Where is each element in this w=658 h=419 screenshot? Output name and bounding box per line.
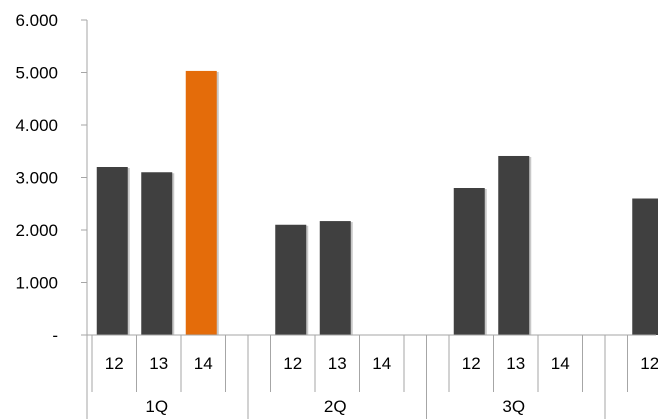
bar-1Q-14	[185, 70, 217, 336]
y-tick-label: 5.000	[15, 64, 58, 83]
x-sub-label: 12	[640, 354, 658, 373]
y-tick-label: 6.000	[15, 11, 58, 30]
x-sub-label: 14	[551, 354, 570, 373]
x-group-label: 2Q	[324, 397, 347, 416]
bar-2Q-13	[319, 221, 351, 335]
x-sub-label: 12	[283, 354, 302, 373]
x-group-label: 1Q	[145, 397, 168, 416]
y-tick-label: 3.000	[15, 169, 58, 188]
bar-4Q-12	[632, 198, 658, 335]
bar-2Q-12	[275, 224, 307, 335]
x-sub-label: 13	[149, 354, 168, 373]
y-tick-label: 2.000	[15, 221, 58, 240]
y-tick-label: 1.000	[15, 274, 58, 293]
x-group-label: 3Q	[502, 397, 525, 416]
bar-3Q-13	[498, 155, 530, 335]
x-sub-label: 13	[328, 354, 347, 373]
y-tick-label: 4.000	[15, 116, 58, 135]
x-sub-label: 12	[462, 354, 481, 373]
x-axis: 1213141213141213141213141Q2Q3Q4Q	[86, 334, 658, 419]
bar-1Q-12	[96, 167, 128, 335]
x-sub-label: 12	[105, 354, 124, 373]
x-sub-label: 14	[194, 354, 213, 373]
y-tick-label: -	[52, 326, 58, 345]
bar-1Q-13	[141, 172, 173, 335]
x-sub-label: 13	[506, 354, 525, 373]
y-axis: - 1.000 2.000 3.000 4.000 5.000 6.000	[15, 11, 88, 345]
bars	[96, 70, 658, 336]
bar-3Q-12	[453, 188, 485, 335]
x-sub-label: 14	[372, 354, 391, 373]
